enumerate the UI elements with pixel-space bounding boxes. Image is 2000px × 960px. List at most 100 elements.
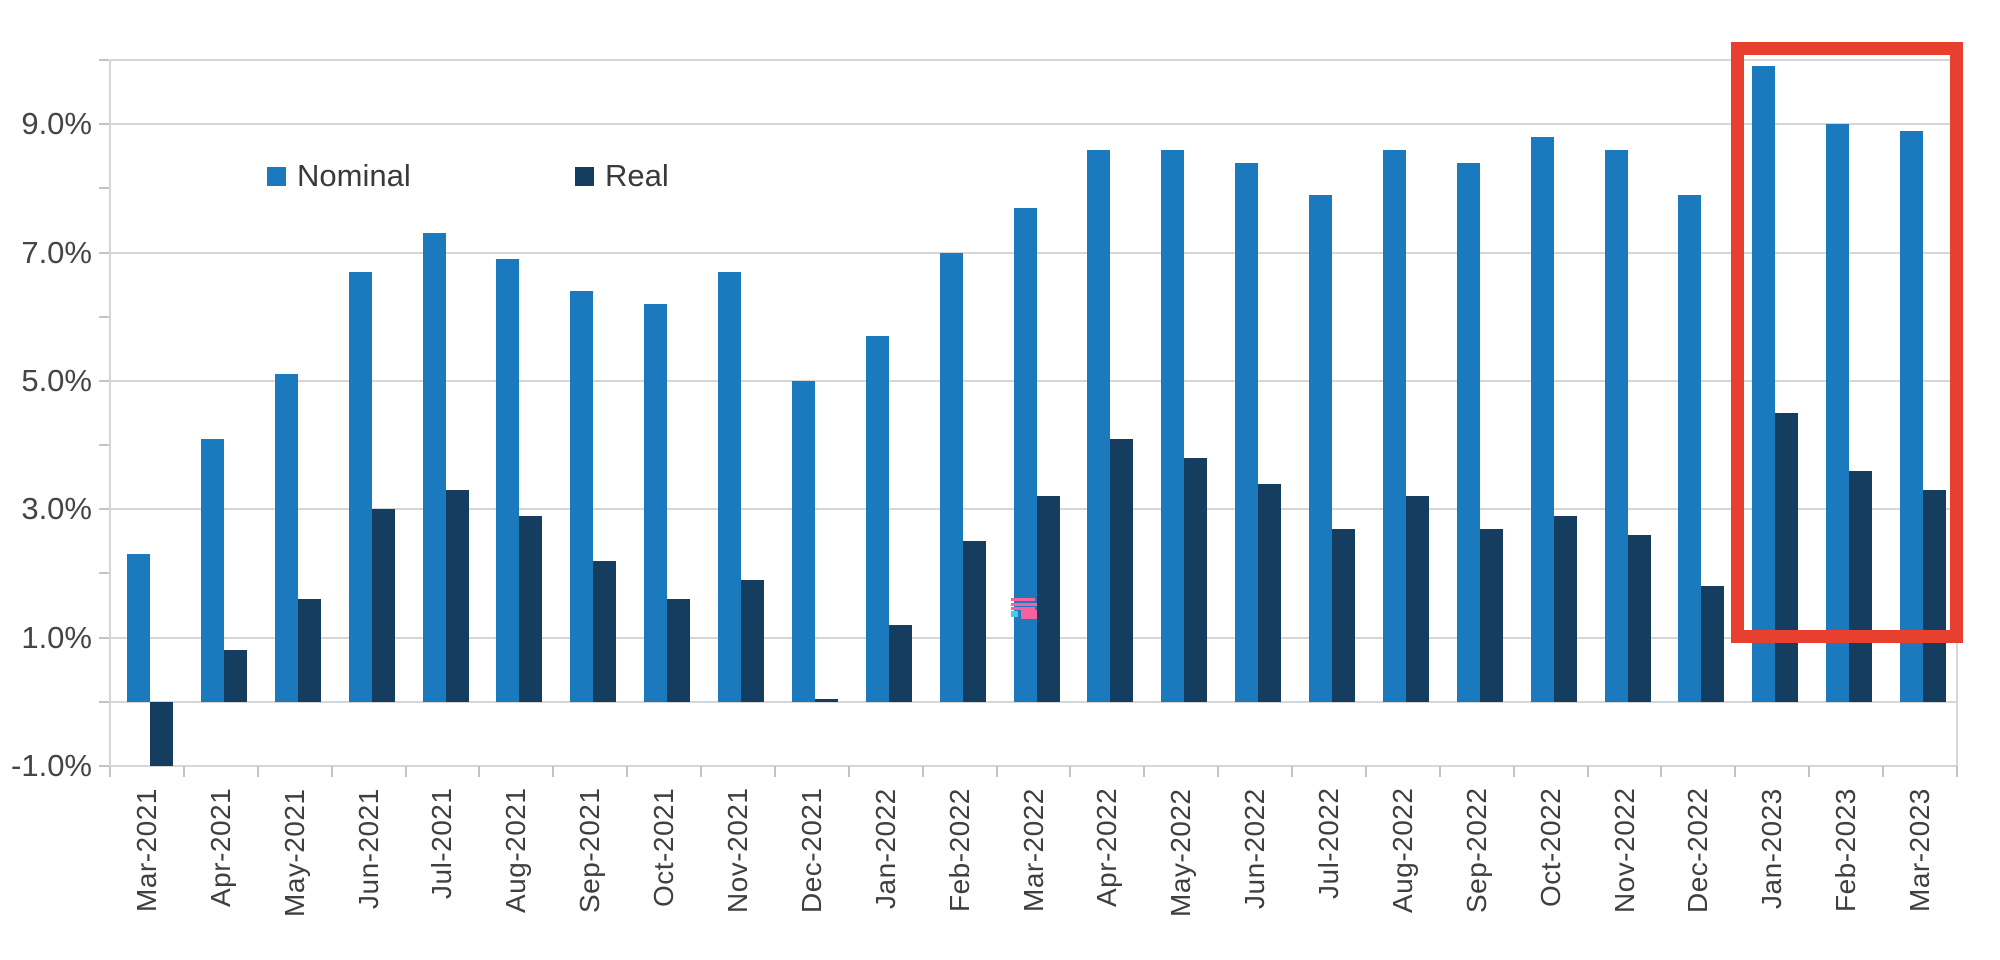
bar-real-aug-2021 <box>519 515 543 702</box>
artifact-stripe <box>1011 598 1035 601</box>
bar-real-jun-2021 <box>371 509 395 702</box>
x-axis-tick <box>1291 766 1294 777</box>
bar-real-oct-2021 <box>667 599 691 702</box>
x-axis-label: Nov-2022 <box>1608 788 1640 914</box>
x-axis-label: Sep-2022 <box>1460 788 1492 914</box>
bar-nominal-oct-2022 <box>1530 137 1554 702</box>
y-axis-label: 9.0% <box>21 106 92 142</box>
bar-real-nov-2021 <box>741 579 765 702</box>
gridline <box>110 123 1957 126</box>
x-axis-tick <box>1882 766 1885 777</box>
artifact-stripes-icon <box>1011 598 1037 619</box>
legend-label-real: Real <box>605 158 669 193</box>
bar-nominal-jul-2021 <box>422 233 446 702</box>
x-axis-tick <box>626 766 629 777</box>
bar-real-may-2022 <box>1184 457 1208 702</box>
bar-nominal-jul-2022 <box>1309 194 1333 702</box>
y-axis-tick <box>99 765 109 767</box>
y-axis-tick <box>99 508 109 511</box>
x-axis-label: Jul-2021 <box>426 788 458 900</box>
bar-nominal-dec-2022 <box>1678 194 1702 702</box>
x-axis-tick <box>1734 766 1737 777</box>
bar-nominal-aug-2021 <box>496 258 520 702</box>
legend-label-nominal: Nominal <box>297 158 411 193</box>
x-axis-tick <box>1069 766 1072 777</box>
x-axis-tick <box>330 766 333 777</box>
bar-real-feb-2023 <box>1849 470 1873 702</box>
bar-real-jul-2022 <box>1332 528 1356 702</box>
x-axis-tick <box>404 766 407 777</box>
x-axis-tick <box>1217 766 1220 777</box>
y-axis-line <box>109 60 111 766</box>
bar-real-mar-2022 <box>1036 496 1060 702</box>
x-axis-label: Sep-2021 <box>574 788 606 914</box>
x-axis-label: Apr-2021 <box>204 788 236 908</box>
bar-nominal-jun-2022 <box>1235 162 1259 702</box>
bar-real-jun-2022 <box>1258 483 1282 702</box>
zero-axis-line <box>110 700 1957 703</box>
bar-real-dec-2022 <box>1701 586 1725 702</box>
artifact-stripe <box>1011 603 1037 606</box>
legend-item-nominal: Nominal <box>267 158 411 194</box>
x-axis-label: Feb-2022 <box>943 788 975 912</box>
bar-nominal-aug-2022 <box>1382 149 1406 702</box>
x-axis-tick <box>1364 766 1367 777</box>
x-axis-tick <box>995 766 998 777</box>
bar-nominal-nov-2021 <box>718 271 742 702</box>
x-axis-label: Jul-2022 <box>1313 788 1345 900</box>
bar-nominal-mar-2021 <box>127 554 150 702</box>
x-axis-tick <box>1660 766 1663 777</box>
bar-nominal-nov-2022 <box>1604 149 1628 702</box>
x-axis-tick <box>478 766 481 777</box>
x-axis-label: Mar-2021 <box>130 788 162 912</box>
y-axis-tick <box>99 700 109 703</box>
bar-nominal-sep-2022 <box>1456 162 1480 702</box>
y-axis-label: 7.0% <box>21 234 92 270</box>
y-axis-tick <box>99 315 109 318</box>
bar-nominal-feb-2022 <box>939 252 963 702</box>
bar-real-nov-2022 <box>1627 534 1651 702</box>
bar-real-dec-2021 <box>814 698 838 702</box>
bar-real-apr-2021 <box>223 650 247 702</box>
bar-nominal-mar-2022 <box>1013 207 1037 702</box>
bar-real-aug-2022 <box>1405 496 1429 702</box>
x-axis-label: Apr-2022 <box>1091 788 1123 908</box>
y-axis-label: 3.0% <box>21 491 92 527</box>
legend-item-real: Real <box>575 158 669 194</box>
x-axis-label: Jun-2021 <box>352 788 384 909</box>
y-axis-tick <box>99 636 109 639</box>
x-axis-label: Aug-2022 <box>1386 788 1418 914</box>
bar-real-jan-2022 <box>888 624 912 702</box>
y-axis-tick <box>99 187 109 190</box>
x-axis-tick <box>256 766 259 777</box>
x-axis-tick <box>1512 766 1515 777</box>
bar-nominal-feb-2023 <box>1826 124 1850 702</box>
x-axis-tick <box>773 766 776 777</box>
x-axis-label: Jan-2023 <box>1756 788 1788 909</box>
x-axis-label: Oct-2021 <box>648 788 680 908</box>
x-axis-tick <box>1143 766 1146 777</box>
bar-real-sep-2022 <box>1479 528 1503 702</box>
artifact-accent <box>1011 611 1018 617</box>
bar-nominal-jan-2022 <box>865 335 889 702</box>
x-axis-label: Mar-2023 <box>1904 788 1936 912</box>
x-axis-tick <box>1956 766 1958 777</box>
x-axis-tick <box>700 766 703 777</box>
bar-real-sep-2021 <box>593 560 617 702</box>
y-axis-label: 1.0% <box>21 619 92 655</box>
bar-nominal-apr-2021 <box>200 438 224 702</box>
y-axis-tick <box>99 251 109 254</box>
bar-nominal-oct-2021 <box>644 303 668 702</box>
x-axis-label: Aug-2021 <box>500 788 532 914</box>
bar-real-mar-2021 <box>150 701 173 766</box>
highlight-box-jan-mar-2023 <box>1731 42 1963 643</box>
x-axis-label: Dec-2021 <box>795 788 827 914</box>
bar-nominal-dec-2021 <box>791 380 815 702</box>
gridline <box>110 59 1957 61</box>
artifact-stripe <box>1011 607 1035 610</box>
x-axis-label: Nov-2021 <box>721 788 753 914</box>
bar-nominal-jan-2023 <box>1752 66 1776 702</box>
bar-nominal-may-2021 <box>274 374 298 702</box>
bar-nominal-jun-2021 <box>348 271 372 702</box>
